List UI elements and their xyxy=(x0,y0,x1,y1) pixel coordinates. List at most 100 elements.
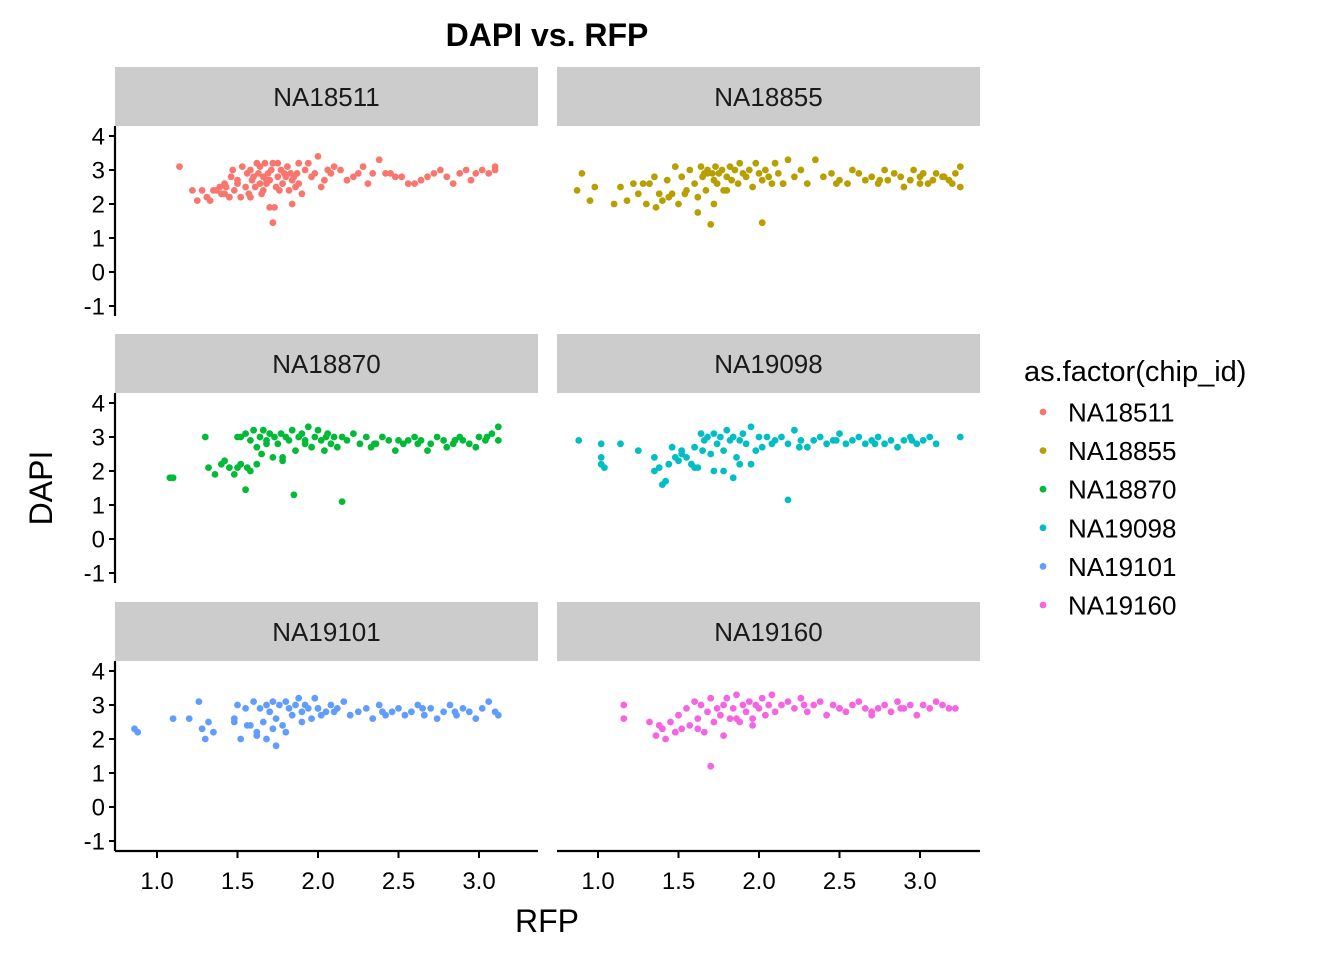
data-point xyxy=(274,440,282,448)
data-point xyxy=(382,170,389,177)
data-point xyxy=(459,705,467,712)
data-point xyxy=(868,708,876,716)
y-axis-title: DAPI xyxy=(23,451,59,526)
data-point xyxy=(720,732,727,739)
data-point xyxy=(945,705,953,712)
data-point xyxy=(765,173,773,181)
data-point xyxy=(169,474,177,482)
data-point xyxy=(401,711,409,719)
chart-title: DAPI vs. RFP xyxy=(446,17,649,53)
data-point xyxy=(414,440,422,448)
data-point xyxy=(749,183,756,191)
data-point xyxy=(733,691,740,699)
data-point xyxy=(620,715,628,722)
data-point xyxy=(881,166,888,174)
data-point xyxy=(301,166,309,174)
data-point xyxy=(292,447,299,454)
data-point xyxy=(671,728,679,736)
data-point xyxy=(488,430,496,437)
data-point xyxy=(216,183,224,191)
data-point xyxy=(812,156,819,164)
data-point xyxy=(465,440,473,448)
legend-key-dot xyxy=(1039,447,1047,454)
data-point xyxy=(226,193,233,201)
data-point xyxy=(298,190,306,198)
legend-label: NA18855 xyxy=(1068,436,1176,466)
data-point xyxy=(387,170,394,177)
data-point xyxy=(726,715,734,722)
data-point xyxy=(707,221,715,228)
data-point xyxy=(242,183,250,191)
data-point xyxy=(494,437,502,444)
data-point xyxy=(723,187,731,194)
data-point xyxy=(586,197,594,205)
data-point xyxy=(832,180,840,188)
data-point xyxy=(311,170,319,177)
facet-panel-NA19160: NA19160 1.0 1.5 2.0 2.5 3.0 xyxy=(557,602,980,895)
data-point xyxy=(237,735,245,743)
data-point xyxy=(926,433,934,441)
data-point xyxy=(855,698,863,705)
data-point xyxy=(295,180,303,188)
x-tick-label: 2.5 xyxy=(382,868,415,895)
data-point xyxy=(710,200,718,208)
legend-label: NA19098 xyxy=(1068,513,1176,543)
data-point xyxy=(465,708,473,716)
data-point xyxy=(440,708,447,716)
data-point xyxy=(617,183,624,191)
data-point xyxy=(176,163,183,171)
data-point xyxy=(733,454,740,461)
data-point xyxy=(675,200,682,208)
data-point xyxy=(485,698,493,705)
data-point xyxy=(795,443,803,451)
x-tick-label: 3.0 xyxy=(903,868,936,895)
data-point xyxy=(699,447,706,454)
data-point xyxy=(597,454,605,461)
data-point xyxy=(237,433,245,441)
data-point xyxy=(890,170,898,177)
data-point xyxy=(723,173,731,181)
data-point xyxy=(411,180,418,188)
data-point xyxy=(694,715,702,722)
data-point xyxy=(451,708,459,716)
data-point xyxy=(665,460,673,468)
data-point xyxy=(201,433,209,441)
legend: as.factor(chip_id) NA18511 NA18855 NA18870… xyxy=(1024,356,1246,621)
data-point xyxy=(242,486,250,494)
data-point xyxy=(610,200,618,208)
data-point xyxy=(238,163,246,171)
data-point xyxy=(253,443,261,451)
data-point xyxy=(924,180,932,188)
data-point xyxy=(134,728,142,736)
data-point xyxy=(317,711,325,719)
data-point xyxy=(330,433,338,441)
data-point xyxy=(205,718,212,726)
data-point xyxy=(620,701,628,709)
data-point xyxy=(720,447,727,454)
data-point xyxy=(205,464,212,471)
data-point xyxy=(842,708,850,716)
facet-strip xyxy=(115,67,538,126)
data-point xyxy=(314,705,322,712)
data-point xyxy=(321,447,328,454)
data-point xyxy=(250,426,257,434)
data-point xyxy=(467,176,475,184)
data-point xyxy=(440,437,447,444)
data-point xyxy=(948,180,956,188)
data-point xyxy=(723,694,731,702)
data-point xyxy=(668,443,676,451)
data-point xyxy=(322,708,330,716)
data-point xyxy=(399,440,407,448)
data-point xyxy=(298,708,306,716)
data-point xyxy=(910,166,917,174)
data-point xyxy=(758,219,766,227)
data-point xyxy=(742,708,750,716)
data-point xyxy=(292,701,299,709)
data-point xyxy=(494,423,502,431)
data-point xyxy=(346,711,354,719)
data-point xyxy=(842,440,850,448)
data-point xyxy=(906,176,914,184)
data-point xyxy=(659,725,666,733)
data-point xyxy=(908,437,916,444)
